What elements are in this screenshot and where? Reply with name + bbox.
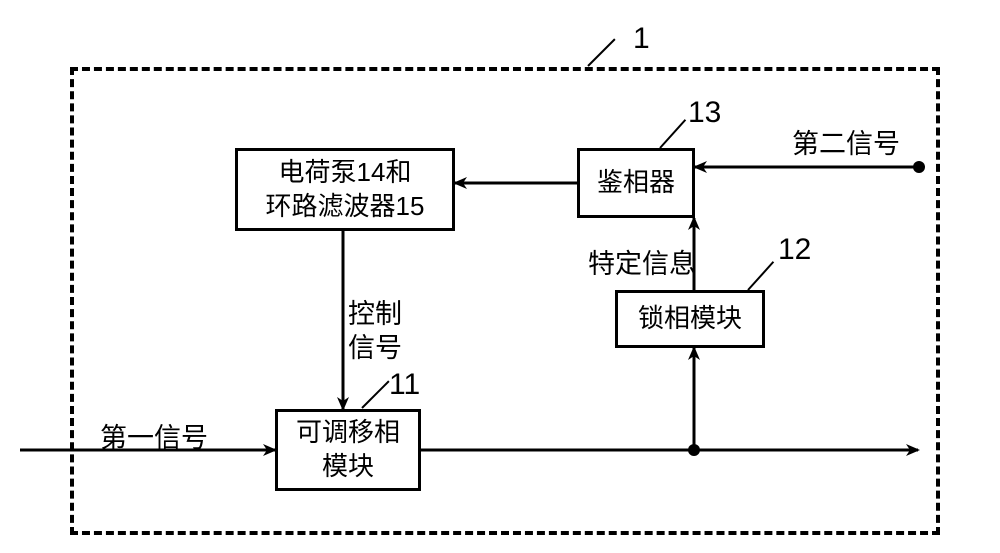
block-label: 鉴相器 — [597, 166, 675, 200]
diagram-canvas: 1 可调移相 模块 11 锁相模块 12 鉴相器 13 电荷泵14和 环路滤波器… — [0, 0, 1000, 553]
label-signal2: 第二信号 — [792, 122, 900, 161]
block-cp-lf: 电荷泵14和 环路滤波器15 — [235, 148, 455, 231]
container-ref: 1 — [633, 22, 650, 56]
block-adj-phase: 可调移相 模块 — [275, 409, 421, 491]
label-specific: 特定信息 — [588, 242, 696, 281]
block-pll-module: 锁相模块 — [615, 290, 765, 348]
pll-ref: 12 — [778, 233, 811, 267]
block-label: 电荷泵14和 环路滤波器15 — [266, 156, 425, 224]
container-tick — [587, 38, 615, 66]
label-signal1: 第一信号 — [100, 416, 208, 455]
pd-ref: 13 — [688, 96, 721, 130]
adj-phase-ref: 11 — [389, 368, 420, 402]
block-label: 锁相模块 — [638, 302, 742, 336]
label-ctrl: 控制 信号 — [348, 298, 402, 366]
block-pd: 鉴相器 — [577, 148, 695, 218]
block-label: 可调移相 模块 — [296, 416, 400, 484]
